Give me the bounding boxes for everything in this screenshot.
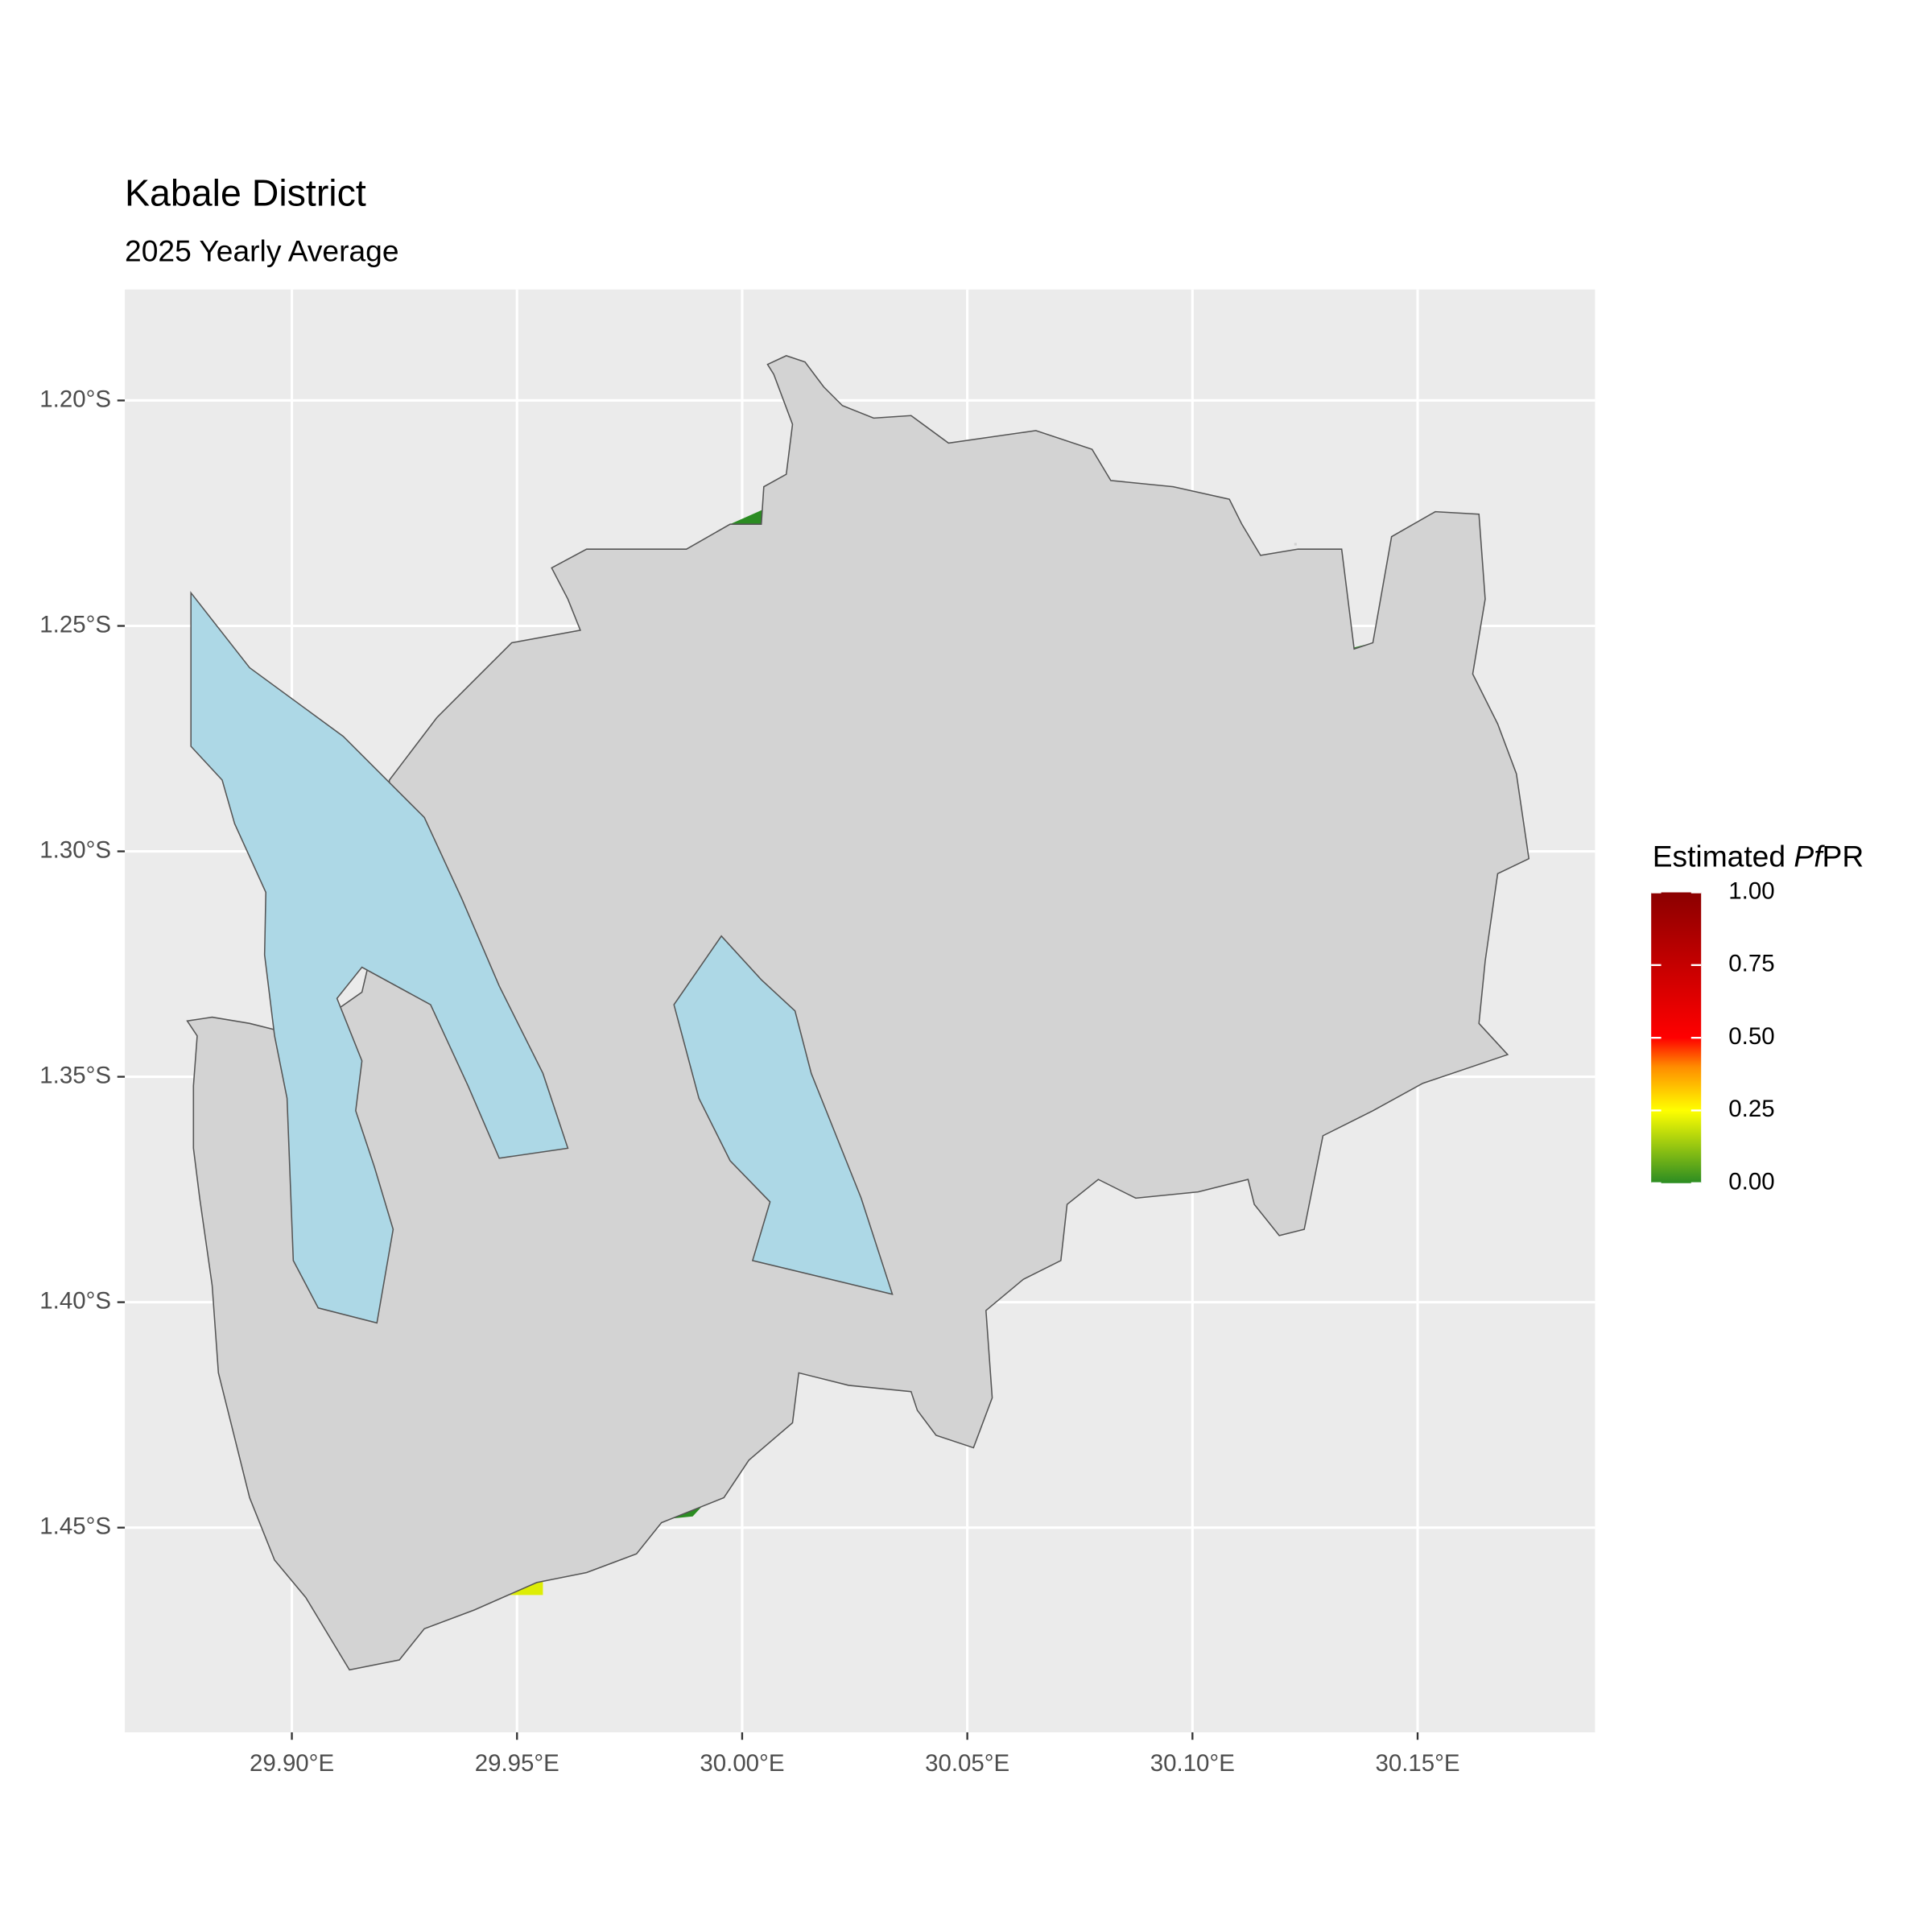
x-tick-label: 30.15°E [1375,1750,1459,1777]
y-tick-label: 1.45°S [39,1513,111,1539]
legend-tick-label: 0.25 [1728,1096,1774,1122]
y-tick-label: 1.25°S [39,611,111,638]
legend-tick-label: 0.50 [1728,1023,1774,1050]
x-tick-label: 29.90°E [250,1750,334,1777]
legend-title: Estimated PfPR [1653,839,1864,873]
y-tick-label: 1.20°S [39,386,111,412]
x-tick-label: 30.10°E [1150,1750,1235,1777]
legend-tick-label: 0.75 [1728,951,1774,977]
legend-tick-label: 1.00 [1728,877,1774,904]
x-tick-label: 30.05°E [925,1750,1009,1777]
y-tick-label: 1.40°S [39,1287,111,1314]
lake [190,591,569,1324]
lake [673,935,894,1295]
y-tick-label: 1.30°S [39,836,111,863]
no-data-cell [1294,543,1297,546]
map [186,355,1530,1671]
legend-tick-label: 0.00 [1728,1169,1774,1195]
y-tick-label: 1.35°S [39,1062,111,1088]
chart-title: Kabale District [125,172,366,214]
legend: Estimated PfPR 0.00 0.25 0.50 0.75 1.00 [1651,839,1864,1195]
x-tick-label: 29.95°E [475,1750,559,1777]
x-tick-label: 30.00°E [700,1750,784,1777]
chart-subtitle: 2025 Yearly Average [125,234,399,268]
axes: 29.90°E 29.95°E 30.00°E 30.05°E 30.10°E 30.15… [39,386,1459,1777]
